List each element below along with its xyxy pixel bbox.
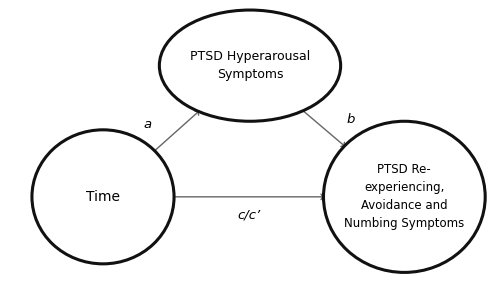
- Ellipse shape: [324, 121, 485, 272]
- Ellipse shape: [32, 130, 174, 264]
- Ellipse shape: [160, 10, 340, 121]
- Text: PTSD Hyperarousal
Symptoms: PTSD Hyperarousal Symptoms: [190, 50, 310, 81]
- Text: a: a: [144, 118, 152, 131]
- Text: PTSD Re-
experiencing,
Avoidance and
Numbing Symptoms: PTSD Re- experiencing, Avoidance and Num…: [344, 163, 465, 230]
- Text: b: b: [346, 113, 355, 126]
- Text: c/c’: c/c’: [237, 209, 260, 222]
- Text: Time: Time: [86, 190, 120, 204]
